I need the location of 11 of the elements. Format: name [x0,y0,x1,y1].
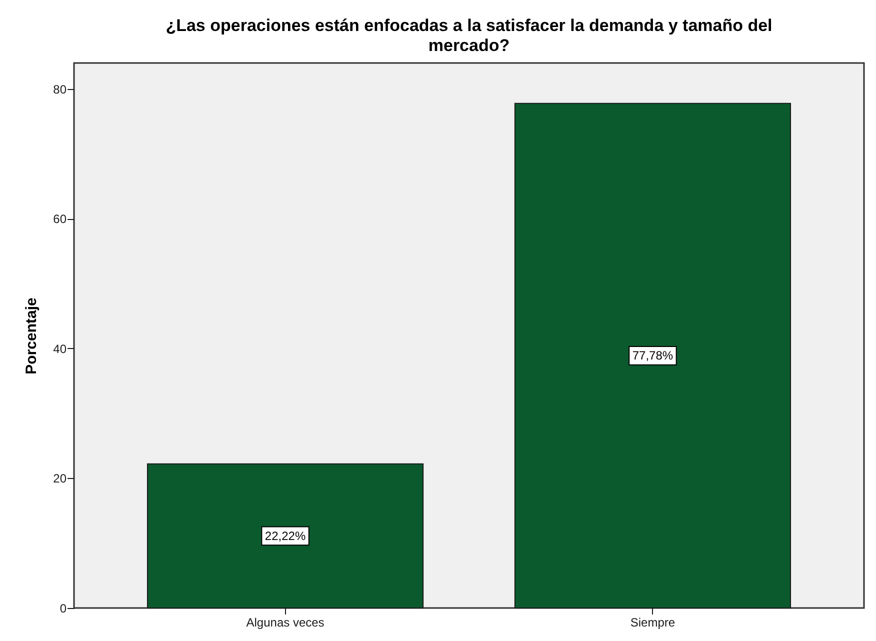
y-tick-label: 80 [53,82,67,96]
data-label: 77,78% [632,348,674,363]
y-tick-label: 0 [60,602,67,616]
chart-title: ¿Las operaciones están enfocadas a la satisfacer la demanda y tamaño del mercado? [166,16,772,55]
y-axis-title: Porcentaje [23,298,40,374]
y-tick-label: 60 [53,212,67,226]
y-tick-label: 40 [53,342,67,356]
x-tick-label: Algunas veces [246,616,324,630]
x-tick-label: Siempre [630,616,676,630]
y-tick-label: 20 [53,472,67,486]
data-label: 22,22% [264,528,306,543]
